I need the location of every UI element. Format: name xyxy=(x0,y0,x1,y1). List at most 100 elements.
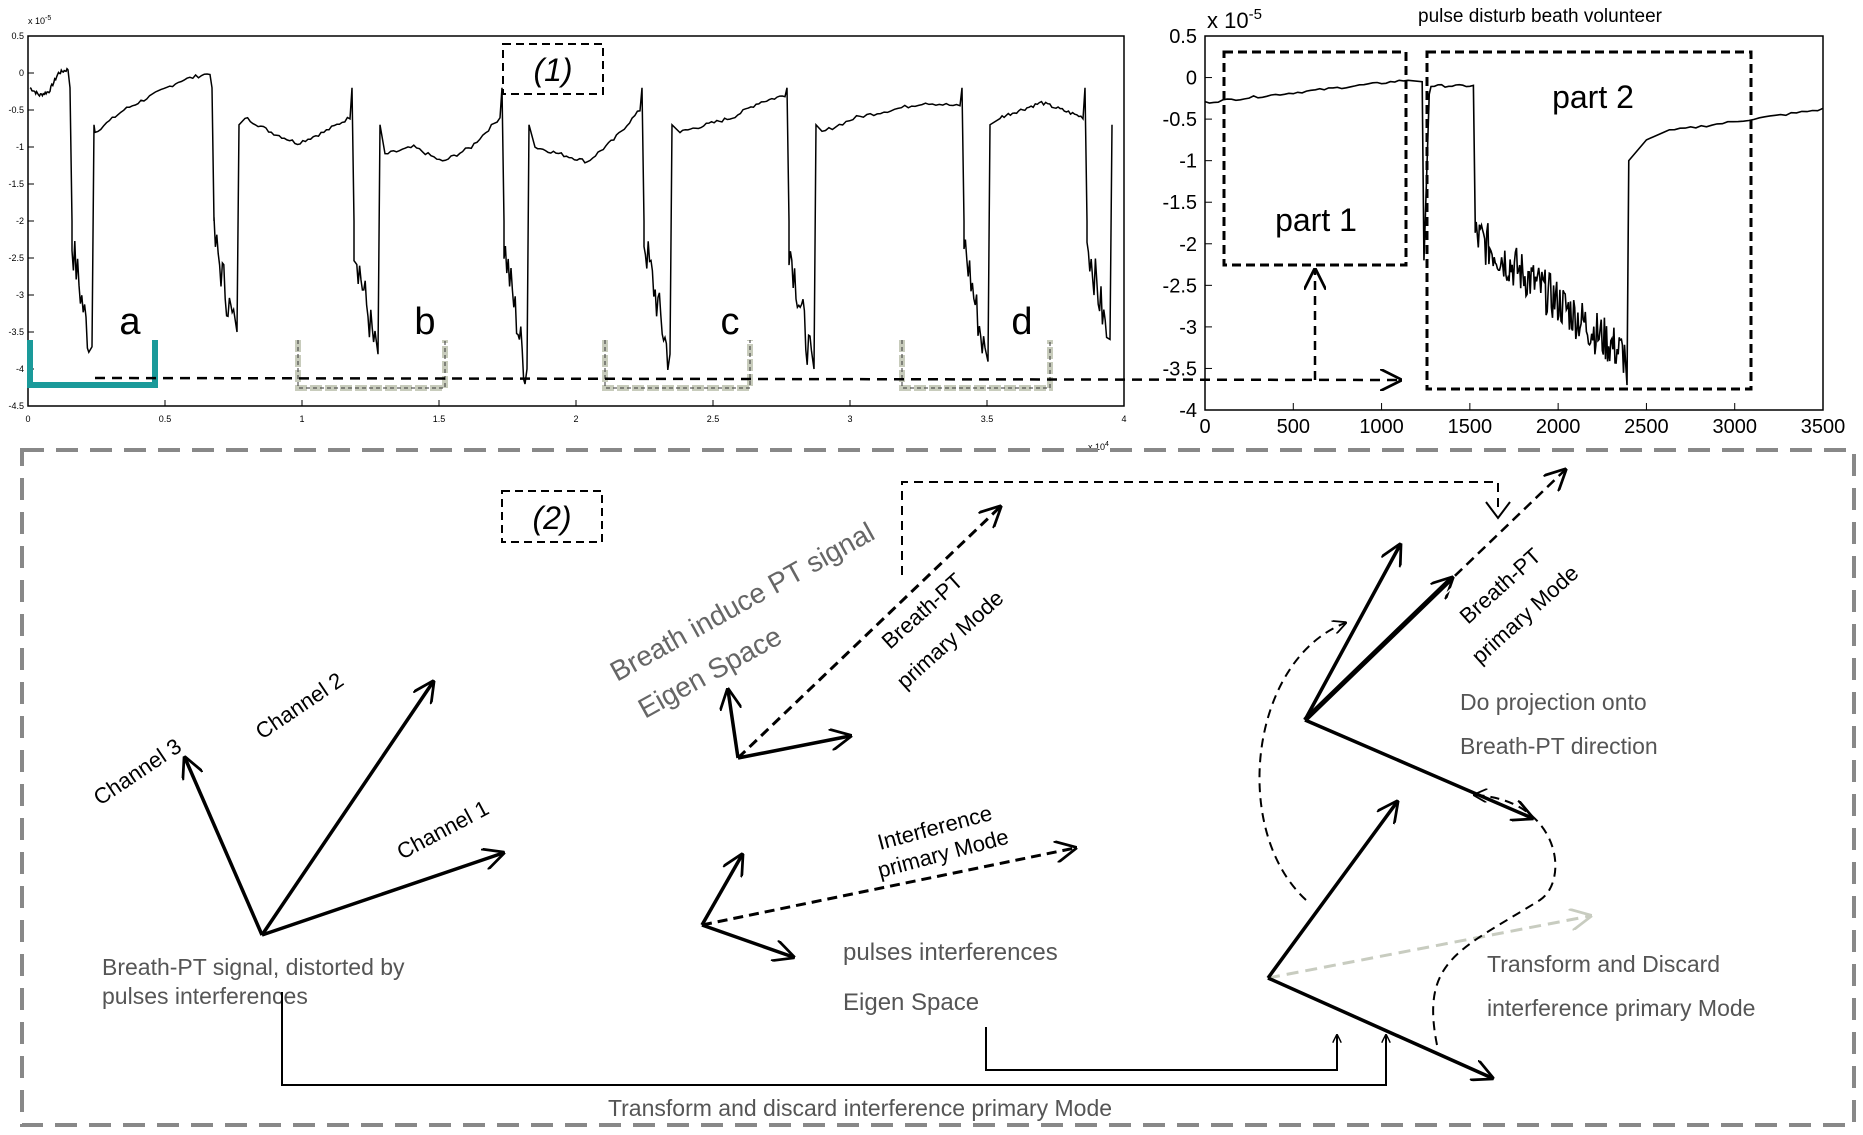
label-2: (2) xyxy=(532,500,571,536)
breath-third-arrow xyxy=(728,690,738,759)
label-box-2 xyxy=(501,490,603,543)
segment-bracket-d xyxy=(899,340,1053,391)
eigen-space-bottom-label: Eigen Space xyxy=(843,989,979,1016)
left-x-tick-label: 2.5 xyxy=(707,414,720,424)
channel3-arrow xyxy=(185,758,264,936)
right-x-tick-label: 1000 xyxy=(1359,416,1404,438)
transformed-axis-up xyxy=(1266,802,1397,980)
transform-connector-left xyxy=(281,992,1386,1086)
breath-secondary-arrow xyxy=(737,736,850,760)
part2-label: part 2 xyxy=(1552,79,1634,115)
projection-axis-up xyxy=(1303,545,1400,721)
left-x-tick-label: 3.5 xyxy=(981,414,994,424)
left-y-tick-label: -4.5 xyxy=(8,401,24,411)
left-y-tick-label: -2.5 xyxy=(8,253,24,263)
breath-primary-mode-arrow xyxy=(736,507,1000,760)
transform-discard-line1: Transform and Discard xyxy=(1487,951,1720,977)
curved-arrow-right xyxy=(1432,795,1557,1046)
left-y-tick-label: -4 xyxy=(16,364,24,374)
discarded-interference-arrow xyxy=(1267,916,1590,980)
right-y-tick-label: -1.5 xyxy=(1163,192,1197,214)
left-y-tick-label: -3 xyxy=(16,290,24,300)
part1-label: part 1 xyxy=(1275,202,1357,238)
channel2-label: Channel 2 xyxy=(251,667,348,744)
breath-to-projection-connector xyxy=(901,481,1499,575)
left-x-tick-label: 4 xyxy=(1121,414,1126,424)
part2-box xyxy=(1425,50,1753,391)
segment-label-b: b xyxy=(414,301,435,343)
interference-third-arrow xyxy=(700,855,742,926)
transform-connector-middle xyxy=(985,1027,1337,1071)
right-x-tick-label: 3500 xyxy=(1801,416,1846,438)
left-x-tick-label: 0 xyxy=(25,414,30,424)
curved-arrow-up xyxy=(1258,623,1345,901)
interference-secondary-arrow xyxy=(701,923,793,957)
label-box-1 xyxy=(502,43,604,95)
do-projection-line1: Do projection onto xyxy=(1460,689,1647,715)
left-y-tick-label: 0 xyxy=(19,68,24,78)
segment-bracket-a xyxy=(27,340,158,388)
bottom-caption: Transform and discard interference prima… xyxy=(608,1095,1112,1121)
bottom-frame xyxy=(20,448,1856,1127)
do-projection-line2: Breath-PT direction xyxy=(1460,733,1658,759)
segment-label-a: a xyxy=(119,301,141,343)
right-plot-frame xyxy=(1204,35,1824,411)
breath-pt-signal-line2: pulses interferences xyxy=(102,983,308,1009)
segment-bracket-b xyxy=(295,340,448,391)
right-y-tick-label: -4 xyxy=(1179,400,1197,422)
transform-discard-line2: interference primary Mode xyxy=(1487,995,1755,1021)
right-x-ticks: 0 500 1000 1500 2000 2500 3000 3500 xyxy=(1199,403,1845,438)
right-y-tick-label: -2 xyxy=(1179,234,1197,256)
left-y-tick-label: -1 xyxy=(16,142,24,152)
bottom-connectors: Transform and discard interference prima… xyxy=(281,992,1386,1121)
right-y-tick-label: 0.5 xyxy=(1169,26,1197,48)
projection-vector xyxy=(1303,578,1452,722)
left-y-tick-label: -2 xyxy=(16,216,24,226)
right-y-tick-label: -3.5 xyxy=(1163,358,1197,380)
right-signal-trace xyxy=(1204,79,1824,386)
left-x-tick-label: 1.5 xyxy=(433,414,446,424)
right-y-tick-label: -0.5 xyxy=(1163,109,1197,131)
left-y-ticks: 0.5 0 -0.5 -1 -1.5 -2 -2.5 -3 -3.5 -4 -4.5 xyxy=(8,31,34,411)
projection-result: Breath-PT primary Mode Do projection ont… xyxy=(1303,470,1658,818)
label-1: (1) xyxy=(533,52,572,88)
channel1-label: Channel 1 xyxy=(393,795,493,864)
left-y-tick-label: -3.5 xyxy=(8,327,24,337)
right-x-tick-label: 2000 xyxy=(1536,416,1581,438)
left-x-tick-label: 3 xyxy=(847,414,852,424)
segment-bracket-c xyxy=(602,340,753,391)
left-y-tick-label: -0.5 xyxy=(8,105,24,115)
right-y-tick-label: 0 xyxy=(1186,68,1197,90)
breath-pt-signal-line1: Breath-PT signal, distorted by xyxy=(102,954,405,980)
right-x-tick-label: 0 xyxy=(1199,416,1210,438)
left-x-tick-label: 2 xyxy=(573,414,578,424)
segment-label-c: c xyxy=(721,301,740,343)
channel2-arrow xyxy=(260,682,433,936)
left-x-tick-label: 1 xyxy=(299,414,304,424)
right-y-tick-label: -2.5 xyxy=(1163,275,1197,297)
interference-eigen-space: Interference primary Mode pulses interfe… xyxy=(700,800,1075,1016)
left-plot-frame xyxy=(27,35,1125,407)
right-y-tick-label: -3 xyxy=(1179,317,1197,339)
breath-eigen-space: Breath induce PT signal Eigen Space Brea… xyxy=(605,481,1511,760)
left-exponent: x 10-5 xyxy=(28,15,51,26)
pulses-interferences-label: pulses interferences xyxy=(843,939,1058,966)
left-y-tick-label: -1.5 xyxy=(8,179,24,189)
right-plot-title: pulse disturb beath volunteer xyxy=(1418,6,1663,27)
left-x-exponent: x 104 xyxy=(1088,441,1109,452)
transformed-space: Transform and Discard interference prima… xyxy=(1258,623,1755,1078)
segment-a-to-right-arrow xyxy=(94,378,1400,380)
right-y-tick-label: -1 xyxy=(1179,151,1197,173)
left-y-tick-label: 0.5 xyxy=(11,31,24,41)
part1-box xyxy=(1222,50,1408,267)
right-x-tick-label: 3000 xyxy=(1712,416,1757,438)
bottom-diagram: (2) Channel 2 Channel 1 Channel 3 Breath… xyxy=(20,448,1856,1127)
transformed-axis-right xyxy=(1267,976,1492,1078)
left-x-ticks: 0 0.5 1 1.5 2 2.5 3 3.5 4 xyxy=(25,400,1127,424)
channel3-label: Channel 3 xyxy=(89,733,186,810)
right-x-tick-label: 500 xyxy=(1277,416,1310,438)
projection-axis-right xyxy=(1304,718,1532,818)
right-x-tick-label: 1500 xyxy=(1448,416,1493,438)
left-signal-trace xyxy=(29,67,1113,385)
